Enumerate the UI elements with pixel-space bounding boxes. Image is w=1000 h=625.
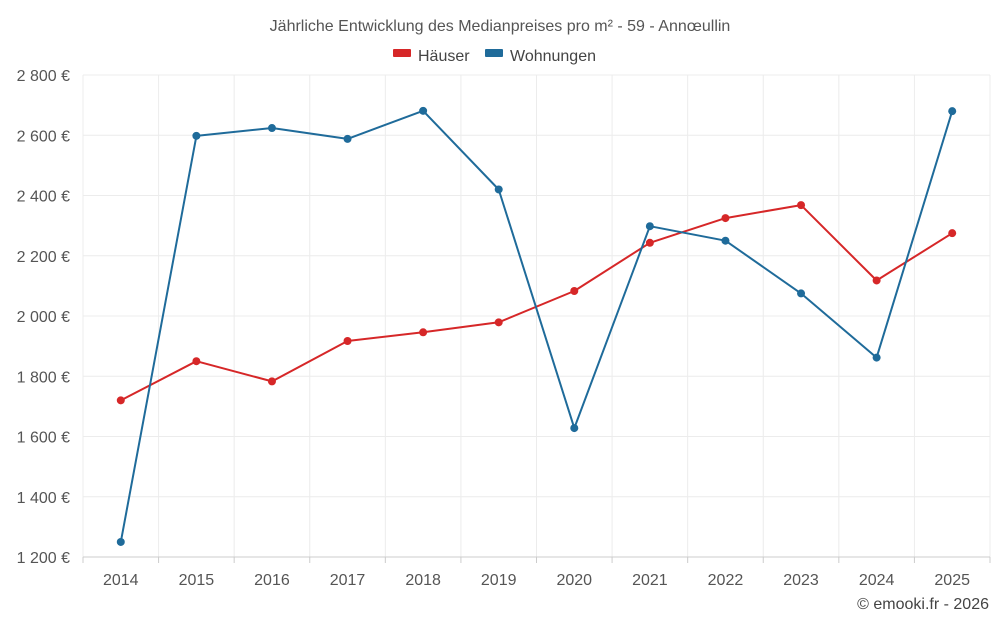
data-point-haeuser[interactable] — [872, 276, 881, 285]
data-point-wohnungen[interactable] — [721, 236, 730, 245]
data-point-wohnungen[interactable] — [872, 353, 881, 362]
data-point-wohnungen[interactable] — [267, 124, 276, 133]
x-tick-label: 2020 — [556, 572, 592, 589]
x-tick-label: 2016 — [254, 572, 290, 589]
legend-swatch-haeuser — [393, 49, 411, 57]
y-tick-label: 1 400 € — [17, 490, 70, 507]
data-point-haeuser[interactable] — [948, 229, 957, 238]
x-tick-label: 2024 — [859, 572, 895, 589]
x-tick-label: 2015 — [179, 572, 215, 589]
x-tick-label: 2014 — [103, 572, 139, 589]
legend-item-wohnungen[interactable]: Wohnungen — [485, 48, 596, 65]
data-point-haeuser[interactable] — [116, 396, 125, 405]
data-point-haeuser[interactable] — [721, 214, 730, 223]
data-point-wohnungen[interactable] — [645, 222, 654, 231]
y-tick-label: 1 600 € — [17, 430, 70, 447]
data-point-wohnungen[interactable] — [494, 185, 503, 194]
data-point-wohnungen[interactable] — [343, 134, 352, 143]
data-point-haeuser[interactable] — [419, 328, 428, 337]
x-tick-label: 2017 — [330, 572, 366, 589]
legend-item-haeuser[interactable]: Häuser — [393, 48, 470, 65]
x-tick-label: 2021 — [632, 572, 668, 589]
data-point-haeuser[interactable] — [192, 357, 201, 366]
x-tick-label: 2025 — [934, 572, 970, 589]
y-tick-label: 1 800 € — [17, 369, 70, 386]
y-tick-label: 2 600 € — [17, 128, 70, 145]
y-tick-label: 1 200 € — [17, 550, 70, 567]
x-tick-label: 2023 — [783, 572, 819, 589]
y-tick-label: 2 000 € — [17, 309, 70, 326]
data-point-wohnungen[interactable] — [948, 107, 957, 116]
chart-title: Jährliche Entwicklung des Medianpreises … — [270, 18, 731, 35]
grid — [82, 74, 991, 558]
x-tick-label: 2022 — [708, 572, 744, 589]
data-point-haeuser[interactable] — [645, 238, 654, 247]
legend: Häuser Wohnungen — [393, 48, 596, 65]
data-point-wohnungen[interactable] — [797, 289, 806, 298]
data-point-haeuser[interactable] — [797, 201, 806, 210]
data-point-wohnungen[interactable] — [116, 537, 125, 546]
y-tick-label: 2 800 € — [17, 68, 70, 85]
legend-swatch-wohnungen — [485, 49, 503, 57]
series-line-wohnungen — [119, 109, 954, 543]
data-point-haeuser[interactable] — [570, 286, 579, 295]
data-point-wohnungen[interactable] — [192, 131, 201, 140]
data-point-haeuser[interactable] — [343, 337, 352, 346]
data-point-haeuser[interactable] — [494, 318, 503, 327]
data-point-haeuser[interactable] — [267, 377, 276, 386]
y-tick-label: 2 200 € — [17, 249, 70, 266]
axes: 1 200 € 1 400 € 1 600 € 1 800 € 2 000 € 2 200… — [17, 68, 991, 589]
y-tick-label: 2 400 € — [17, 189, 70, 206]
legend-label-wohnungen: Wohnungen — [510, 48, 596, 65]
data-point-wohnungen[interactable] — [419, 106, 428, 115]
credit-text: © emooki.fr - 2026 — [857, 596, 989, 613]
x-tick-label: 2018 — [405, 572, 441, 589]
data-point-wohnungen[interactable] — [570, 424, 579, 433]
legend-label-haeuser: Häuser — [418, 48, 470, 65]
x-tick-label: 2019 — [481, 572, 517, 589]
series — [116, 106, 957, 546]
